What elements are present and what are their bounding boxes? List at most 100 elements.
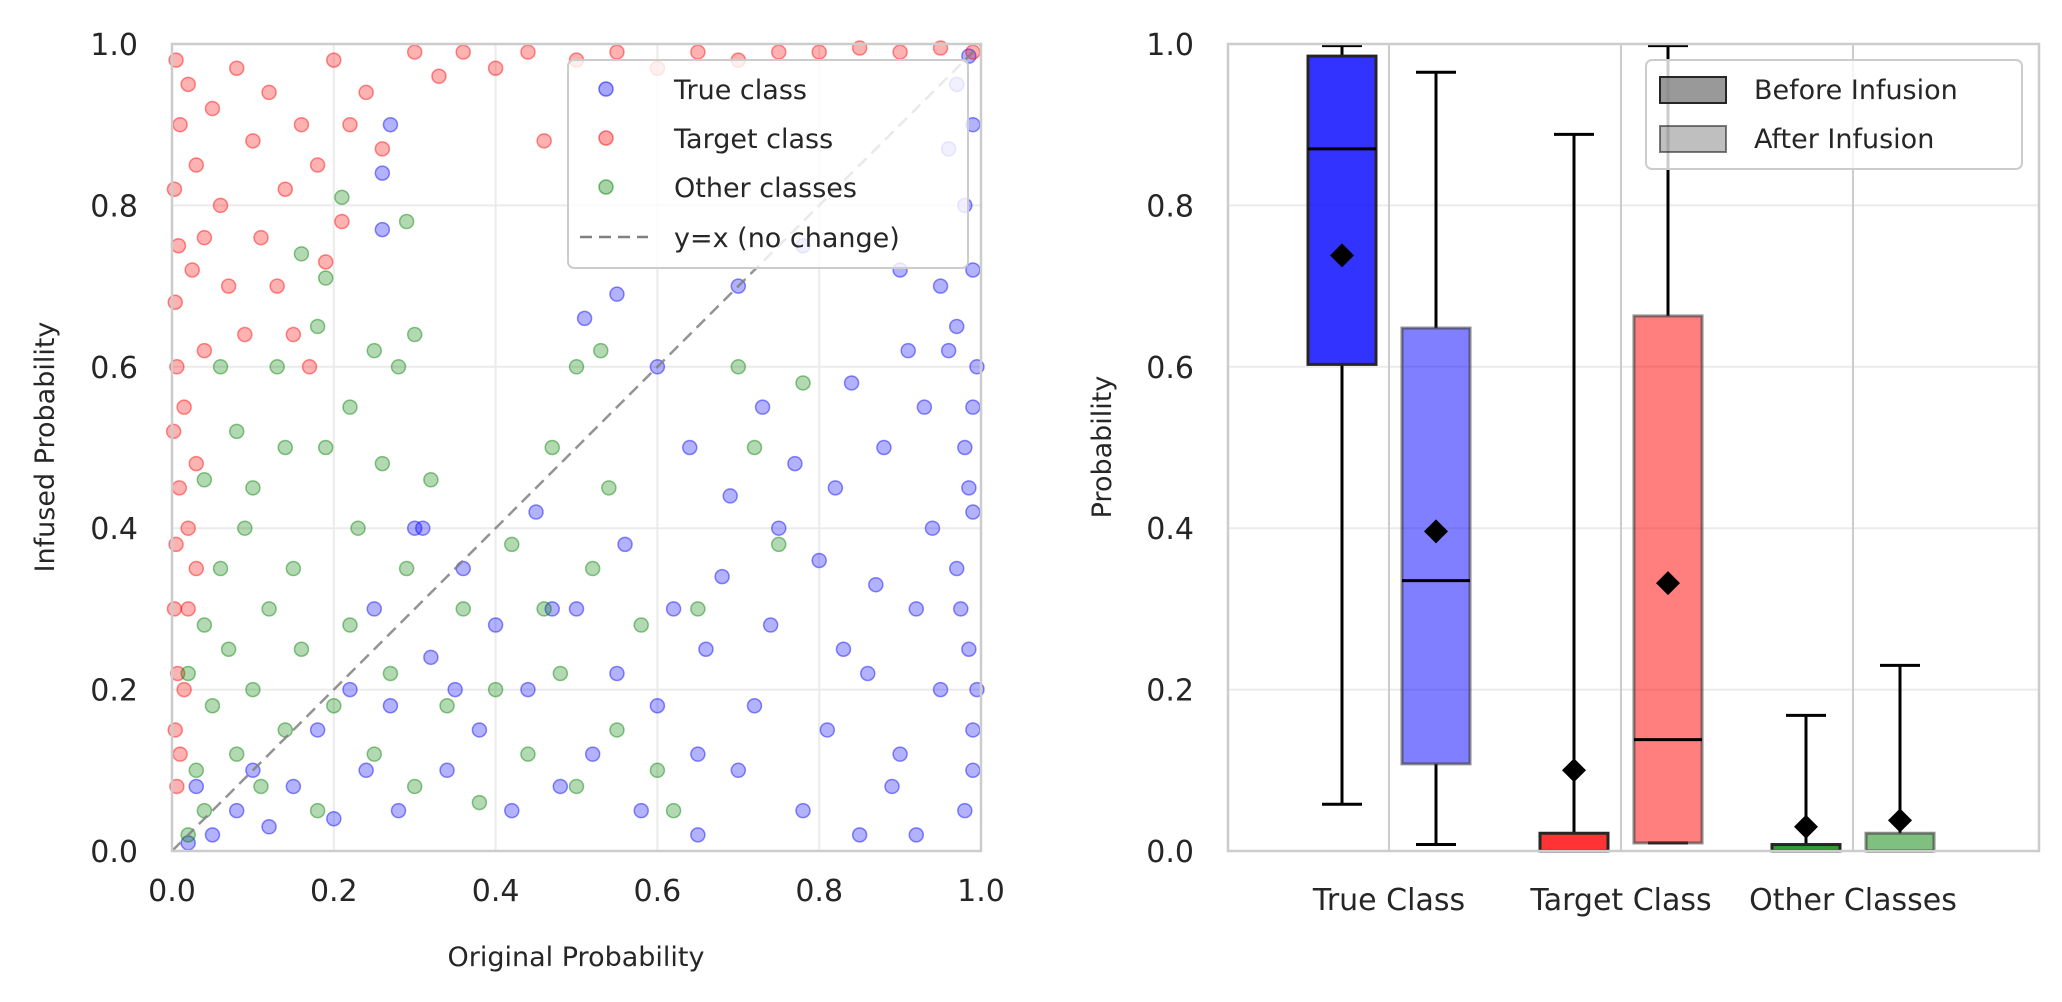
scatter-point-true-class <box>649 697 666 714</box>
legend-after-infusion-label: After Infusion <box>1754 124 1934 155</box>
scatter-point-true-class <box>948 560 965 577</box>
box-mean-marker <box>1562 758 1586 783</box>
scatter-point-true-class <box>374 221 391 238</box>
scatter-point-other-classes <box>269 359 285 375</box>
scatter-point-target-class <box>196 229 213 246</box>
scatter-point-other-classes <box>204 697 221 714</box>
scatter-point-target-class <box>169 778 185 795</box>
scatter-point-true-class <box>471 722 488 738</box>
scatter-point-target-class <box>277 181 294 198</box>
scatter-point-true-class <box>342 681 358 698</box>
scatter-point-true-class <box>900 342 916 359</box>
scatter-point-other-classes <box>455 601 471 617</box>
scatter-point-true-class <box>633 802 649 819</box>
legend-other-classes-label: Other classes <box>674 173 857 204</box>
scatter-legend-frame <box>567 59 969 269</box>
scatter-point-true-class <box>188 778 205 795</box>
box-iqr <box>1864 831 1936 853</box>
box-y-tick-label: 0.4 <box>1146 512 1194 547</box>
scatter-y-tick-label: 0.8 <box>90 189 138 224</box>
scatter-point-target-class <box>166 601 183 617</box>
box-x-tick-label: Other Classes <box>1749 883 1957 918</box>
scatter-point-other-classes <box>245 480 261 496</box>
scatter-point-other-classes <box>690 601 706 617</box>
legend-target-class-marker <box>598 130 614 146</box>
scatter-y-tick-label: 0.2 <box>90 674 138 709</box>
scatter-point-target-class <box>169 359 185 375</box>
scatter-point-true-class <box>576 310 593 327</box>
scatter-point-other-classes <box>771 536 787 553</box>
scatter-point-true-class <box>415 520 431 536</box>
scatter-point-other-classes <box>406 326 423 343</box>
scatter-point-other-classes <box>439 697 455 714</box>
scatter-point-true-class <box>940 342 957 359</box>
scatter-point-target-class <box>172 746 188 762</box>
scatter-point-target-class <box>342 116 358 133</box>
scatter-point-target-class <box>165 423 182 440</box>
scatter-point-other-classes <box>471 794 488 811</box>
scatter-point-true-class <box>439 762 455 779</box>
scatter-point-other-classes <box>366 342 382 359</box>
scatter-point-target-class <box>253 229 269 246</box>
scatter-point-target-class <box>334 213 350 230</box>
scatter-point-other-classes <box>277 439 294 456</box>
scatter-point-target-class <box>176 681 192 698</box>
scatter-point-true-class <box>285 778 302 795</box>
box-chart: True Class Target Class Other Classes 0.00… <box>1087 28 2041 918</box>
box-mean-marker <box>1330 243 1354 268</box>
scatter-point-other-classes <box>342 617 358 633</box>
scatter-y-axis-title: Infused Probability <box>30 322 61 573</box>
scatter-point-target-class <box>536 133 552 149</box>
scatter-point-true-class <box>609 286 625 302</box>
scatter-point-true-class <box>961 641 977 657</box>
scatter-point-other-classes <box>544 439 560 456</box>
scatter-point-true-class <box>908 827 925 843</box>
scatter-point-other-classes <box>293 246 310 262</box>
box-mean-marker <box>1888 808 1912 833</box>
scatter-point-target-class <box>293 116 310 133</box>
scatter-point-true-class <box>609 665 625 682</box>
scatter-point-other-classes <box>285 560 302 577</box>
scatter-x-tick-label: 0.6 <box>634 874 682 909</box>
scatter-point-true-class <box>924 520 941 536</box>
box-iqr <box>1538 831 1610 853</box>
scatter-point-target-class <box>690 44 706 60</box>
scatter-point-true-class <box>916 399 933 415</box>
box-x-tick-labels: True Class Target Class Other Classes <box>1312 883 1957 918</box>
scatter-point-true-class <box>762 617 779 633</box>
scatter-point-other-classes <box>261 601 277 617</box>
scatter-point-true-class <box>965 504 981 520</box>
scatter-point-other-classes <box>317 270 334 286</box>
scatter-point-other-classes <box>398 213 415 230</box>
scatter-point-true-class <box>528 504 544 520</box>
scatter-point-other-classes <box>665 802 682 819</box>
scatter-point-true-class <box>366 601 382 617</box>
box-y-axis-title: Probability <box>1087 376 1118 519</box>
scatter-point-true-class <box>787 455 803 472</box>
legend-true-class-label: True class <box>673 75 807 106</box>
scatter-point-other-classes <box>366 746 382 762</box>
scatter-point-target-class <box>406 44 423 60</box>
scatter-point-target-class <box>374 141 391 157</box>
scatter-point-true-class <box>892 746 908 762</box>
scatter-point-target-class <box>285 326 302 343</box>
scatter-point-target-class <box>167 294 183 310</box>
scatter-point-target-class <box>326 52 342 68</box>
scatter-point-other-classes <box>245 681 261 698</box>
box-x-tick-label: Target Class <box>1529 883 1711 918</box>
scatter-point-target-class <box>188 455 205 472</box>
scatter-point-true-class <box>771 520 787 536</box>
scatter-point-target-class <box>317 254 334 270</box>
scatter-point-target-class <box>180 76 196 93</box>
scatter-point-true-class <box>859 665 876 682</box>
scatter-x-tick-labels: 0.0 0.2 0.4 0.6 0.8 1.0 <box>148 874 1005 909</box>
legend-diagonal-line-label: y=x (no change) <box>674 223 900 254</box>
scatter-point-other-classes <box>593 342 609 359</box>
scatter-point-true-class <box>965 399 981 415</box>
box-y-tick-label: 0.0 <box>1146 835 1194 870</box>
scatter-point-target-class <box>431 68 447 85</box>
legend-after-infusion-swatch <box>1659 125 1727 153</box>
scatter-point-true-class <box>406 520 423 536</box>
scatter-point-true-class <box>932 278 949 294</box>
scatter-point-target-class <box>220 278 237 294</box>
